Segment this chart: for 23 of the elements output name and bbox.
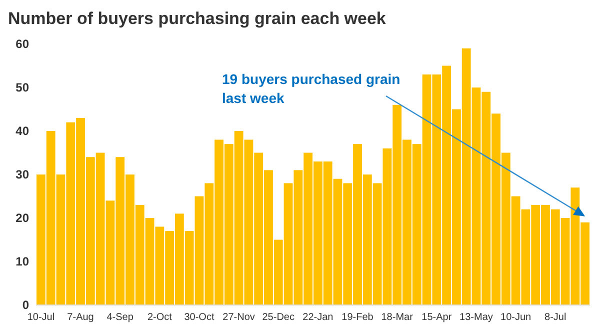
x-tick-label: 30-Oct (184, 312, 214, 323)
y-tick-label: 0 (22, 298, 30, 312)
y-tick-label: 30 (16, 167, 30, 182)
x-tick-label: 8-Jul (544, 312, 566, 323)
y-tick-label: 60 (16, 36, 30, 51)
x-tick-label: 4-Sep (106, 312, 134, 323)
chart-title: Number of buyers purchasing grain each week (8, 9, 386, 28)
x-tick-label: 10-Jul (27, 312, 55, 323)
y-tick-label: 20 (16, 210, 30, 225)
x-tick-label: 25-Dec (262, 312, 294, 323)
x-tick-label: 7-Aug (67, 312, 94, 323)
x-tick-label: 15-Apr (422, 312, 452, 323)
x-tick-label: 10-Jun (500, 312, 532, 323)
y-tick-label: 10 (16, 254, 30, 268)
x-tick-label: 18-Mar (381, 312, 414, 323)
x-tick-label: 2-Oct (147, 312, 172, 323)
x-tick-label: 27-Nov (222, 312, 255, 323)
y-tick-label: 50 (16, 80, 30, 94)
x-tick-label: 22-Jan (302, 312, 334, 323)
annotation: 19 buyers purchased grain last week (222, 71, 400, 106)
x-tick-label: 13-May (460, 312, 493, 323)
y-tick-label: 40 (16, 124, 30, 138)
x-tick-label: 19-Feb (342, 312, 374, 323)
